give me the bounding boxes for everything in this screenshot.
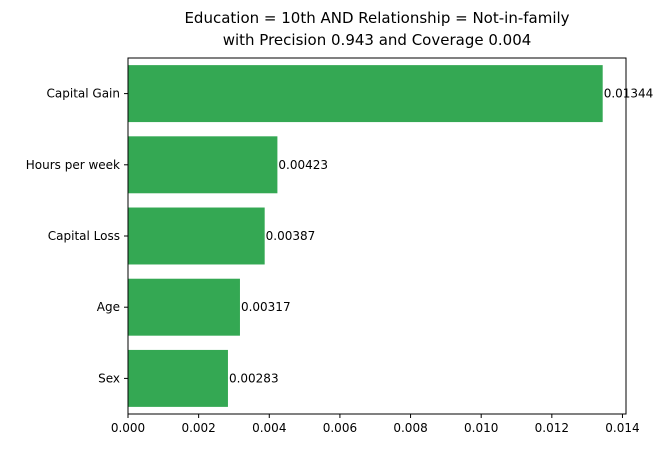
- x-tick-label-1: 0.002: [181, 421, 215, 435]
- data-label-age: 0.00317: [241, 300, 291, 314]
- bar-age: [128, 278, 240, 336]
- x-tick-label-5: 0.010: [464, 421, 498, 435]
- bar-hours-per-week: [128, 136, 278, 194]
- y-tick-label-age: Age: [97, 300, 120, 314]
- x-tick-label-7: 0.014: [605, 421, 639, 435]
- data-label-sex: 0.00283: [229, 371, 279, 385]
- plot-frame: [127, 57, 627, 415]
- x-tick-label-0: 0.000: [111, 421, 145, 435]
- y-tick-label-sex: Sex: [98, 371, 120, 385]
- chart-title: Education = 10th AND Relationship = Not-…: [184, 9, 569, 27]
- bar-capital-gain: [128, 65, 603, 123]
- data-label-capital-loss: 0.00387: [266, 229, 316, 243]
- chart-subtitle: with Precision 0.943 and Coverage 0.004: [223, 31, 532, 49]
- y-tick-label-hours-per-week: Hours per week: [26, 158, 120, 172]
- y-axis: Capital Gain Hours per week Capital Loss Ag…: [26, 87, 128, 385]
- bar-sex: [128, 349, 228, 407]
- y-tick-label-capital-loss: Capital Loss: [48, 229, 120, 243]
- bar-capital-loss: [128, 207, 265, 265]
- data-label-hours-per-week: 0.00423: [278, 158, 328, 172]
- x-tick-label-6: 0.012: [535, 421, 569, 435]
- data-labels-group: 0.01344 0.00423 0.00387 0.00317 0.00283: [229, 87, 653, 386]
- bars-group: [128, 65, 603, 407]
- x-tick-label-2: 0.004: [252, 421, 286, 435]
- y-tick-label-capital-gain: Capital Gain: [47, 87, 120, 101]
- x-axis: 0.000 0.002 0.004 0.006 0.008 0.010 0.012 0.014: [111, 414, 640, 435]
- x-tick-label-4: 0.008: [393, 421, 427, 435]
- data-label-capital-gain: 0.01344: [604, 87, 654, 101]
- x-tick-label-3: 0.006: [323, 421, 357, 435]
